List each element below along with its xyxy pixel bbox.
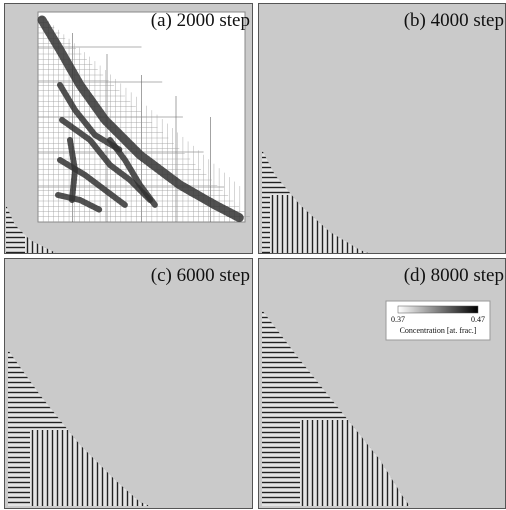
page: (a) 2000 step (b) 4000 step (c) 6000 ste… — [0, 0, 506, 510]
mesh-inset — [38, 12, 250, 222]
figure: (a) 2000 step (b) 4000 step (c) 6000 ste… — [0, 0, 506, 510]
colorbar-title: Concentration [at. frac.] — [400, 326, 477, 335]
colorbar-max: 0.47 — [471, 315, 485, 324]
panel-label: (d) 8000 step — [404, 265, 504, 286]
panel-label: (a) 2000 step — [151, 10, 250, 31]
panel-label: (c) 6000 step — [151, 265, 250, 286]
panel-label: (b) 4000 step — [404, 10, 504, 31]
colorbar-min: 0.37 — [391, 315, 405, 324]
colorbar-gradient — [398, 306, 478, 313]
colorbar: 0.37 0.47 Concentration [at. frac.] — [386, 301, 490, 340]
